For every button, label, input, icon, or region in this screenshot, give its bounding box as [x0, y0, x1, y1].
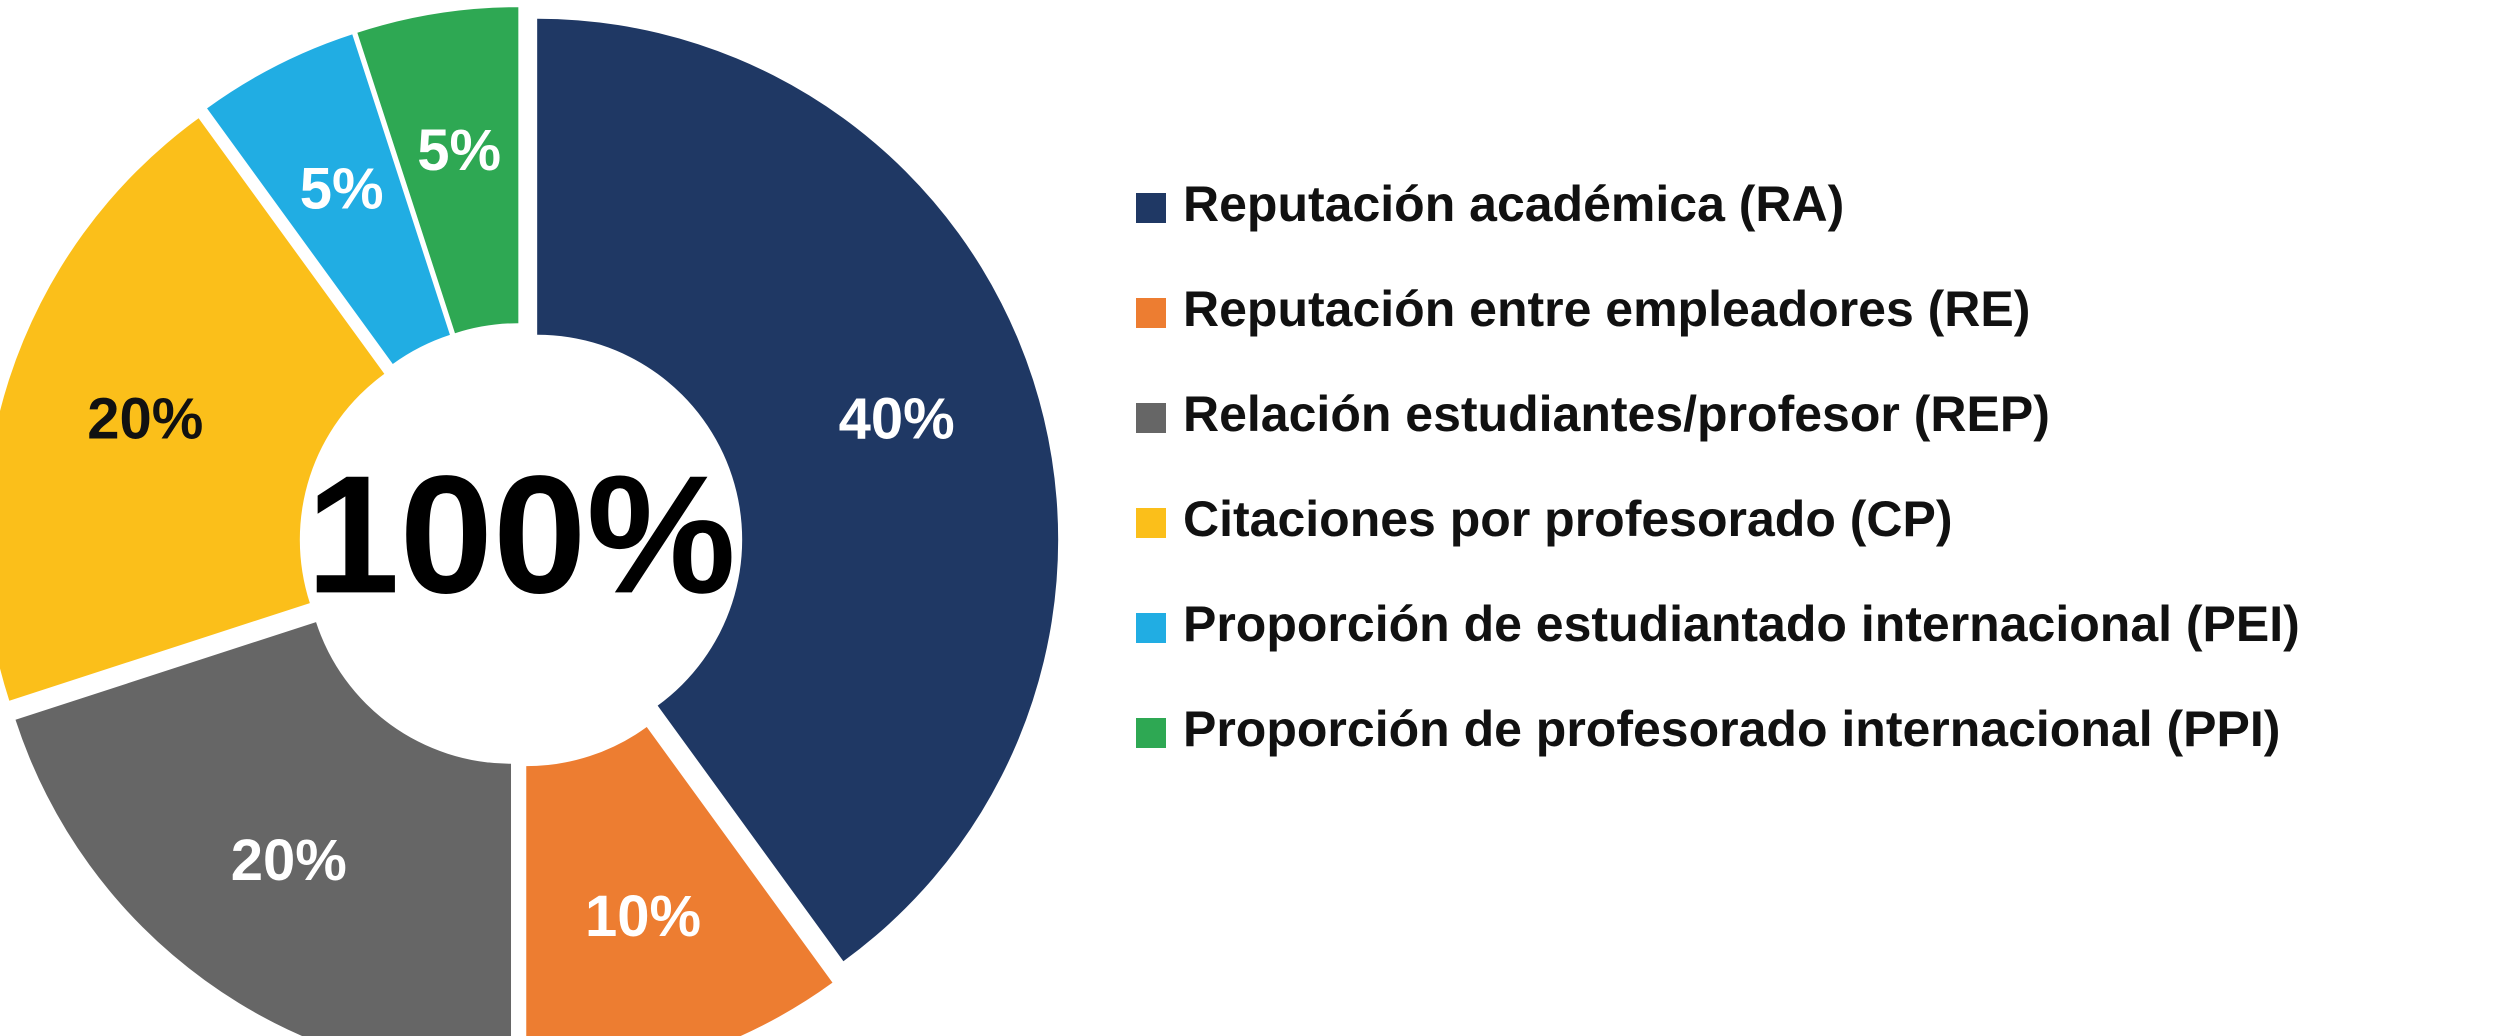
legend-text: Reputación entre empleadores (RE) — [1183, 281, 2030, 337]
value-label: 40% — [839, 386, 955, 451]
value-label: 5% — [300, 156, 384, 221]
legend-swatch — [1136, 613, 1166, 643]
donut-slice — [0, 118, 385, 701]
value-label: 5% — [417, 118, 501, 183]
legend-text: Reputación académica (RA) — [1183, 176, 1844, 232]
legend-text: Relación estudiantes/profesor (REP) — [1183, 386, 2050, 442]
value-label: 20% — [87, 386, 203, 451]
donut-slice — [15, 622, 512, 1036]
legend-swatch — [1136, 718, 1166, 748]
donut-slice — [526, 727, 833, 1036]
legend-swatch — [1136, 298, 1166, 328]
value-label: 20% — [231, 828, 347, 893]
center-label: 100% — [306, 440, 736, 628]
legend-swatch — [1136, 193, 1166, 223]
donut-slice — [537, 18, 1059, 962]
value-label: 10% — [585, 884, 701, 949]
legend-swatch — [1136, 403, 1166, 433]
legend-text: Proporción de profesorado internacional … — [1183, 701, 2280, 757]
legend-text: Proporción de estudiantado internacional… — [1183, 596, 2300, 652]
donut-slice — [207, 34, 450, 365]
legend-swatch — [1136, 508, 1166, 538]
legend-text: Citaciones por profesorado (CP) — [1183, 491, 1953, 547]
donut-slice — [357, 7, 519, 334]
